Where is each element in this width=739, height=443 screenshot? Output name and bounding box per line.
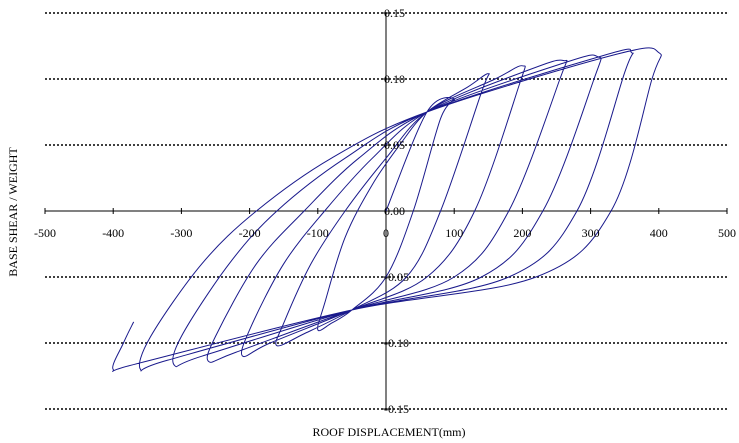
y-tick-label: 0.00 bbox=[384, 204, 405, 218]
y-tick-label: 0.05 bbox=[384, 138, 405, 152]
x-tick-label: -400 bbox=[102, 226, 124, 240]
x-tick-label: 200 bbox=[513, 226, 531, 240]
y-tick-label: 0.15 bbox=[384, 6, 405, 20]
y-axis-label: BASE SHEAR / WEIGHT bbox=[6, 147, 20, 277]
y-tick-label: 0.10 bbox=[384, 72, 405, 86]
x-tick-label: 300 bbox=[582, 226, 600, 240]
x-tick-label: -300 bbox=[170, 226, 192, 240]
x-tick-label: -500 bbox=[34, 226, 56, 240]
x-tick-label: 400 bbox=[650, 226, 668, 240]
x-tick-label: 0 bbox=[383, 226, 389, 240]
x-tick-label: 100 bbox=[445, 226, 463, 240]
series-layer bbox=[112, 47, 662, 372]
tick-labels: -500 -400 -300 -200 -100 0 100 200 300 400 500 -0.1… bbox=[34, 6, 736, 416]
hysteresis-series-line bbox=[112, 47, 662, 372]
x-tick-label: -200 bbox=[239, 226, 261, 240]
y-tick-label: -0.15 bbox=[384, 402, 409, 416]
x-tick-label: -100 bbox=[307, 226, 329, 240]
x-axis-label: ROOF DISPLACEMENT(mm) bbox=[312, 425, 465, 439]
x-tick-label: 500 bbox=[718, 226, 736, 240]
y-tick-label: -0.10 bbox=[384, 336, 409, 350]
y-tick-label: -0.05 bbox=[384, 270, 409, 284]
